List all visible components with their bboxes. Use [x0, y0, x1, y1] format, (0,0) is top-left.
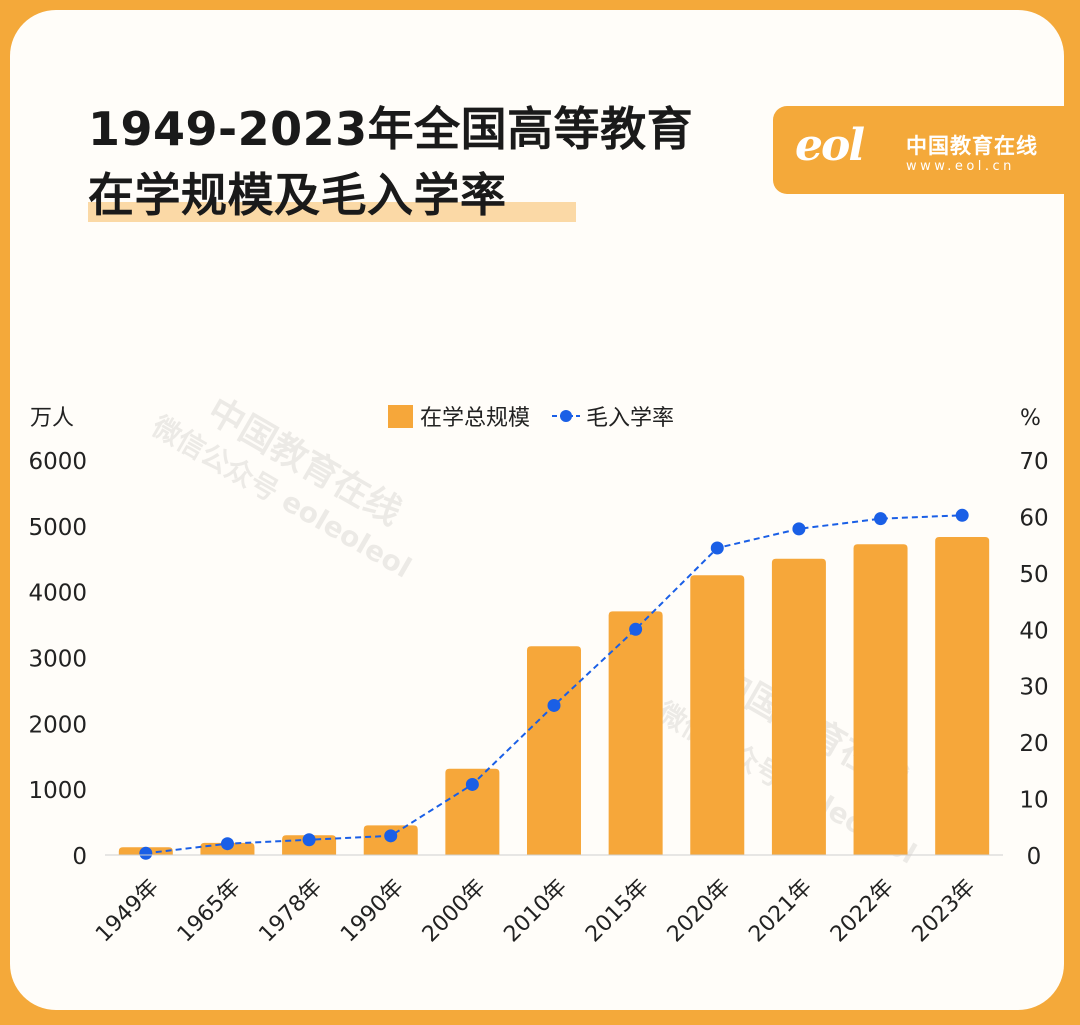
line-point-2015年: [629, 622, 643, 636]
y-right-unit-label: %: [1020, 406, 1041, 431]
x-axis-labels: 1949年 1965年 1978年 1990年 2000年 2010年 2015年 2020年…: [91, 875, 980, 948]
x-tick-label: 1990年: [336, 875, 409, 948]
y-left-axis: 0 1000 2000 3000 4000 5000 6000: [28, 449, 87, 870]
y-right-tick-label: 0: [1027, 844, 1042, 870]
y-right-tick-label: 40: [1019, 618, 1048, 644]
x-tick-label: 2020年: [663, 875, 736, 948]
legend-swatch-marker: [560, 410, 572, 422]
x-tick-label: 1965年: [173, 875, 246, 948]
y-left-unit-label: 万人: [30, 406, 74, 431]
y-left-tick-label: 5000: [28, 515, 87, 541]
y-right-tick-label: 60: [1019, 505, 1048, 531]
x-tick-label: 2015年: [581, 875, 654, 948]
y-left-tick-label: 4000: [28, 581, 87, 607]
x-tick-label: 2010年: [499, 875, 572, 948]
y-left-tick-label: 2000: [28, 712, 87, 738]
bar-2020年: [690, 575, 745, 855]
legend-label-bar: 在学总规模: [420, 406, 530, 431]
chart-title: 1949-2023年全国高等教育 在学规模及毛入学率: [88, 96, 693, 228]
y-left-tick-label: 3000: [28, 647, 87, 673]
y-right-tick-label: 50: [1019, 562, 1048, 588]
y-left-tick-label: 0: [72, 844, 87, 870]
line-point-2010年: [547, 698, 561, 712]
chart-legend: 在学总规模 毛入学率: [388, 405, 674, 431]
title-line-2-wrap: 在学规模及毛入学率: [88, 162, 693, 228]
line-point-2020年: [710, 541, 724, 555]
line-point-1978年: [302, 833, 316, 847]
line-point-2022年: [874, 512, 888, 526]
line-point-2023年: [955, 508, 969, 522]
bar-series: [118, 537, 990, 855]
eol-logo-name: 中国教育在线: [906, 134, 1038, 158]
eol-logo: eol 中国教育在线 www.eol.cn: [773, 106, 1080, 194]
x-tick-label: 1949年: [91, 875, 164, 948]
legend-label-line: 毛入学率: [586, 406, 674, 431]
x-tick-label: 2000年: [418, 875, 491, 948]
eol-logo-mark: eol: [795, 120, 865, 171]
y-right-tick-label: 70: [1019, 449, 1048, 475]
x-tick-label: 2022年: [826, 875, 899, 948]
eol-logo-url: www.eol.cn: [906, 159, 1015, 174]
y-right-axis: 0 10 20 30 40 50 60 70: [1019, 449, 1048, 870]
legend-swatch-bar: [388, 405, 413, 428]
y-right-tick-label: 10: [1019, 788, 1048, 814]
bar-2000年: [445, 768, 500, 855]
bar-2023年: [935, 537, 990, 855]
title-line-2: 在学规模及毛入学率: [88, 168, 507, 222]
line-point-2021年: [792, 522, 806, 536]
line-series: [139, 508, 969, 860]
x-tick-label: 1978年: [255, 875, 328, 948]
y-left-tick-label: 6000: [28, 449, 87, 475]
line-point-2000年: [465, 777, 479, 791]
y-right-tick-label: 30: [1019, 675, 1048, 701]
bar-2010年: [527, 646, 581, 855]
y-left-tick-label: 1000: [28, 778, 87, 804]
x-tick-label: 2023年: [908, 875, 981, 948]
x-tick-label: 2021年: [744, 875, 817, 948]
title-highlight: [88, 202, 576, 222]
line-point-1965年: [220, 837, 234, 851]
bar-2015年: [608, 611, 663, 855]
y-right-tick-label: 20: [1019, 731, 1048, 757]
line-point-1990年: [384, 829, 398, 843]
bar-2021年: [771, 558, 826, 855]
title-line-1: 1949-2023年全国高等教育: [88, 102, 694, 156]
line-point-1949年: [139, 846, 153, 860]
bar-2022年: [853, 544, 908, 855]
